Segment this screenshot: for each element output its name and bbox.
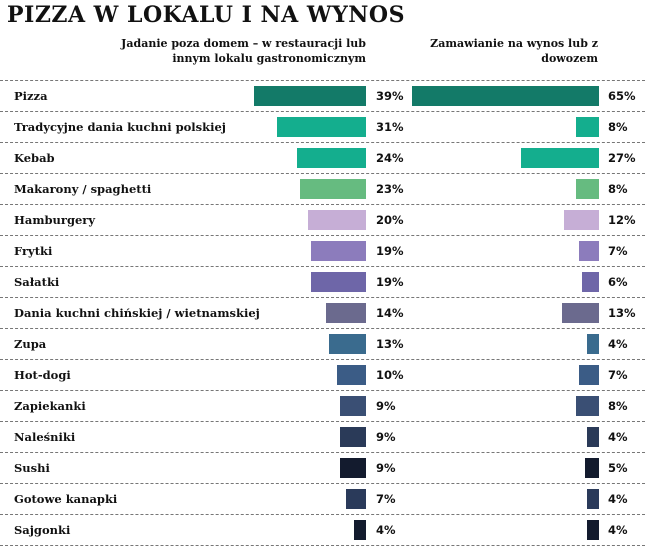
- value-label: 19%: [376, 275, 404, 289]
- value-label: 20%: [376, 213, 404, 227]
- bar-takeaway: [561, 303, 599, 323]
- value-label: 23%: [376, 182, 404, 196]
- value-label: 4%: [608, 430, 628, 444]
- chart-row: Gotowe kanapki 7% 4%: [0, 483, 645, 514]
- category-label: Sajgonki: [14, 523, 71, 537]
- chart-row: Sushi 9% 5%: [0, 452, 645, 483]
- category-label: Frytki: [14, 244, 53, 258]
- chart-row: Naleśniki 9% 4%: [0, 421, 645, 452]
- bar-dine-in: [311, 241, 366, 261]
- value-label: 9%: [376, 399, 396, 413]
- value-label: 9%: [376, 461, 396, 475]
- chart-row: Zapiekanki 9% 8%: [0, 390, 645, 421]
- value-label: 19%: [376, 244, 404, 258]
- chart-row: Tradycyjne dania kuchni polskiej 31% 8%: [0, 111, 645, 142]
- value-label: 4%: [376, 523, 396, 537]
- bar-dine-in: [325, 303, 366, 323]
- chart-row: Pizza 39% 65%: [0, 80, 645, 111]
- bar-takeaway: [581, 272, 599, 292]
- value-label: 7%: [376, 492, 396, 506]
- bar-dine-in: [354, 520, 366, 540]
- category-label: Hamburgery: [14, 213, 96, 227]
- bar-dine-in: [311, 272, 366, 292]
- value-label: 8%: [608, 399, 628, 413]
- value-label: 4%: [608, 523, 628, 537]
- category-label: Hot-dogi: [14, 368, 71, 382]
- category-label: Zupa: [14, 337, 47, 351]
- value-label: 7%: [608, 244, 628, 258]
- bar-takeaway: [578, 241, 599, 261]
- chart-row: Hamburgery 20% 12%: [0, 204, 645, 235]
- bar-takeaway: [578, 365, 599, 385]
- bar-dine-in: [340, 427, 366, 447]
- chart-row: Kebab 24% 27%: [0, 142, 645, 173]
- bar-dine-in: [276, 117, 366, 137]
- bar-dine-in: [328, 334, 366, 354]
- bar-takeaway: [587, 427, 599, 447]
- chart-row: Zupa 13% 4%: [0, 328, 645, 359]
- value-label: 24%: [376, 151, 404, 165]
- value-label: 14%: [376, 306, 404, 320]
- bar-takeaway: [521, 148, 599, 168]
- value-label: 4%: [608, 337, 628, 351]
- value-label: 8%: [608, 182, 628, 196]
- category-label: Naleśniki: [14, 430, 76, 444]
- bar-takeaway: [587, 520, 599, 540]
- value-label: 9%: [376, 430, 396, 444]
- value-label: 65%: [608, 89, 636, 103]
- bar-dine-in: [299, 179, 366, 199]
- category-label: Pizza: [14, 89, 48, 103]
- bar-dine-in: [296, 148, 366, 168]
- category-label: Makarony / spaghetti: [14, 182, 152, 196]
- value-label: 4%: [608, 492, 628, 506]
- chart-row: Hot-dogi 10% 7%: [0, 359, 645, 390]
- value-label: 10%: [376, 368, 404, 382]
- chart-row: Makarony / spaghetti 23% 8%: [0, 173, 645, 204]
- bar-dine-in: [340, 458, 366, 478]
- bar-dine-in: [308, 210, 366, 230]
- bar-takeaway: [411, 86, 599, 106]
- series-header-takeaway: Zamawianie na wynos lub z dowozem: [430, 37, 598, 65]
- bar-takeaway: [575, 117, 599, 137]
- bar-dine-in: [345, 489, 366, 509]
- bar-takeaway: [584, 458, 599, 478]
- chart-title: PIZZA W LOKALU I NA WYNOS: [7, 2, 405, 28]
- bar-dine-in: [340, 396, 366, 416]
- value-label: 8%: [608, 120, 628, 134]
- category-label: Sałatki: [14, 275, 60, 289]
- bar-takeaway: [575, 179, 599, 199]
- value-label: 31%: [376, 120, 404, 134]
- bar-takeaway: [587, 489, 599, 509]
- value-label: 39%: [376, 89, 404, 103]
- value-label: 7%: [608, 368, 628, 382]
- category-label: Gotowe kanapki: [14, 492, 118, 506]
- chart-row: Sajgonki 4% 4%: [0, 514, 645, 546]
- category-label: Zapiekanki: [14, 399, 86, 413]
- bar-takeaway: [587, 334, 599, 354]
- category-label: Dania kuchni chińskiej / wietnamskiej: [14, 306, 260, 320]
- series-header-dine-in: Jadanie poza domem – w restauracji lub i…: [121, 37, 366, 65]
- category-label: Kebab: [14, 151, 55, 165]
- category-label: Tradycyjne dania kuchni polskiej: [14, 120, 226, 134]
- value-label: 12%: [608, 213, 636, 227]
- chart-row: Frytki 19% 7%: [0, 235, 645, 266]
- bar-takeaway: [564, 210, 599, 230]
- value-label: 13%: [608, 306, 636, 320]
- value-label: 5%: [608, 461, 628, 475]
- bar-rows: Pizza 39% 65% Tradycyjne dania kuchni polsk…: [0, 80, 645, 546]
- bar-dine-in: [337, 365, 366, 385]
- value-label: 6%: [608, 275, 628, 289]
- value-label: 27%: [608, 151, 636, 165]
- bar-dine-in: [253, 86, 366, 106]
- chart-row: Sałatki 19% 6%: [0, 266, 645, 297]
- chart-row: Dania kuchni chińskiej / wietnamskiej 14%…: [0, 297, 645, 328]
- category-label: Sushi: [14, 461, 50, 475]
- value-label: 13%: [376, 337, 404, 351]
- bar-takeaway: [575, 396, 599, 416]
